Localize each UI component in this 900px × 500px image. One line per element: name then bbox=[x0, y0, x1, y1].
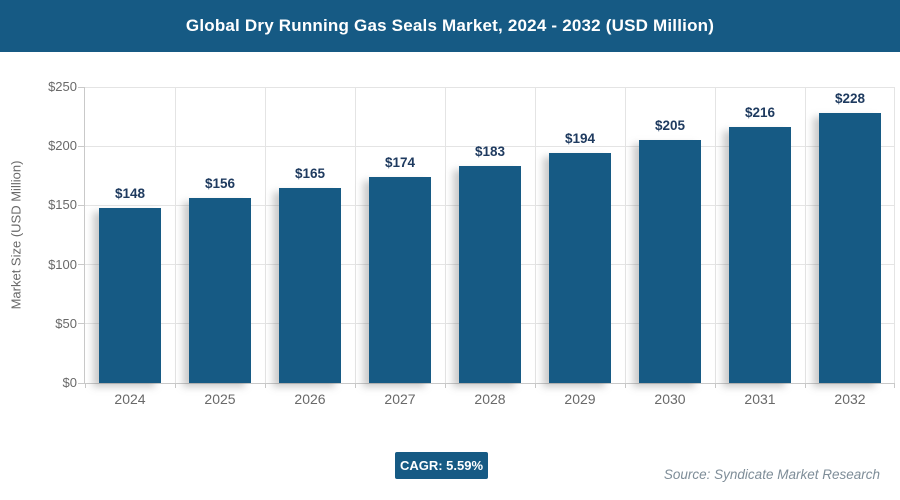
gridline-vertical bbox=[175, 87, 176, 383]
gridline-horizontal bbox=[85, 145, 895, 147]
bar-value-label: $216 bbox=[744, 105, 776, 120]
chart-title: Global Dry Running Gas Seals Market, 202… bbox=[185, 16, 715, 35]
x-tick-mark bbox=[715, 383, 716, 388]
bar-value-label: $228 bbox=[834, 91, 866, 106]
bar-value-label: $194 bbox=[564, 131, 596, 146]
bar-value-label: $205 bbox=[654, 118, 686, 133]
x-tick-label: 2026 bbox=[294, 391, 326, 407]
gridline-vertical bbox=[625, 87, 626, 383]
bar-value-label: $156 bbox=[204, 176, 236, 191]
y-tick-mark bbox=[78, 204, 85, 206]
x-tick-mark bbox=[265, 383, 266, 388]
y-tick-label: $150 bbox=[48, 197, 77, 213]
bar-value-label: $165 bbox=[294, 166, 326, 181]
gridline-vertical bbox=[265, 87, 266, 383]
x-tick-label: 2025 bbox=[204, 391, 236, 407]
bar bbox=[549, 153, 611, 383]
plot-area: $0 $50 $100 $150 $200 $250 $148 2024 $156 2025 $16… bbox=[48, 79, 895, 407]
cagr-badge: CAGR: 5.59% bbox=[395, 452, 488, 479]
gridline-horizontal bbox=[85, 86, 895, 88]
x-tick-mark bbox=[355, 383, 356, 388]
bar bbox=[729, 127, 791, 383]
bar-value-label: $183 bbox=[474, 144, 506, 159]
gridline-vertical bbox=[715, 87, 716, 383]
x-tick-label: 2031 bbox=[744, 391, 776, 407]
x-tick-label: 2028 bbox=[474, 391, 506, 407]
x-tick-label: 2030 bbox=[654, 391, 686, 407]
y-tick-label: $250 bbox=[48, 79, 77, 94]
y-tick-mark bbox=[78, 264, 85, 266]
x-tick-mark bbox=[445, 383, 446, 388]
bar-value-label: $148 bbox=[114, 186, 146, 201]
x-tick-mark bbox=[894, 383, 895, 388]
gridline-vertical bbox=[445, 87, 446, 383]
source-attribution: Source: Syndicate Market Research bbox=[663, 467, 880, 482]
gridline-vertical bbox=[355, 87, 356, 383]
bar bbox=[369, 177, 431, 383]
bar bbox=[189, 198, 251, 383]
x-tick-mark bbox=[625, 383, 626, 388]
bar bbox=[99, 208, 161, 383]
x-tick-mark bbox=[85, 383, 86, 388]
gridline-vertical bbox=[894, 87, 895, 383]
chart-title-bar: Global Dry Running Gas Seals Market, 202… bbox=[0, 0, 900, 52]
x-tick-mark bbox=[175, 383, 176, 388]
x-tick-label: 2029 bbox=[564, 391, 596, 407]
bar bbox=[459, 166, 521, 383]
y-tick-mark bbox=[78, 86, 85, 88]
bar bbox=[639, 140, 701, 383]
x-tick-mark bbox=[805, 383, 806, 388]
y-tick-label: $0 bbox=[62, 375, 77, 390]
y-tick-mark bbox=[78, 145, 85, 147]
bar bbox=[279, 188, 341, 383]
gridline-vertical bbox=[535, 87, 536, 383]
x-tick-mark bbox=[535, 383, 536, 388]
x-tick-label: 2032 bbox=[834, 391, 866, 407]
x-tick-label: 2024 bbox=[114, 391, 146, 407]
bar bbox=[819, 113, 881, 383]
y-tick-mark bbox=[78, 382, 85, 384]
y-tick-label: $200 bbox=[48, 138, 77, 154]
gridline-vertical bbox=[805, 87, 806, 383]
bar-value-label: $174 bbox=[384, 155, 416, 170]
y-tick-mark bbox=[78, 323, 85, 325]
y-tick-label: $50 bbox=[55, 315, 77, 331]
x-tick-label: 2027 bbox=[384, 391, 416, 407]
y-axis-title: Market Size (USD Million) bbox=[8, 160, 24, 310]
y-tick-label: $100 bbox=[48, 256, 77, 272]
